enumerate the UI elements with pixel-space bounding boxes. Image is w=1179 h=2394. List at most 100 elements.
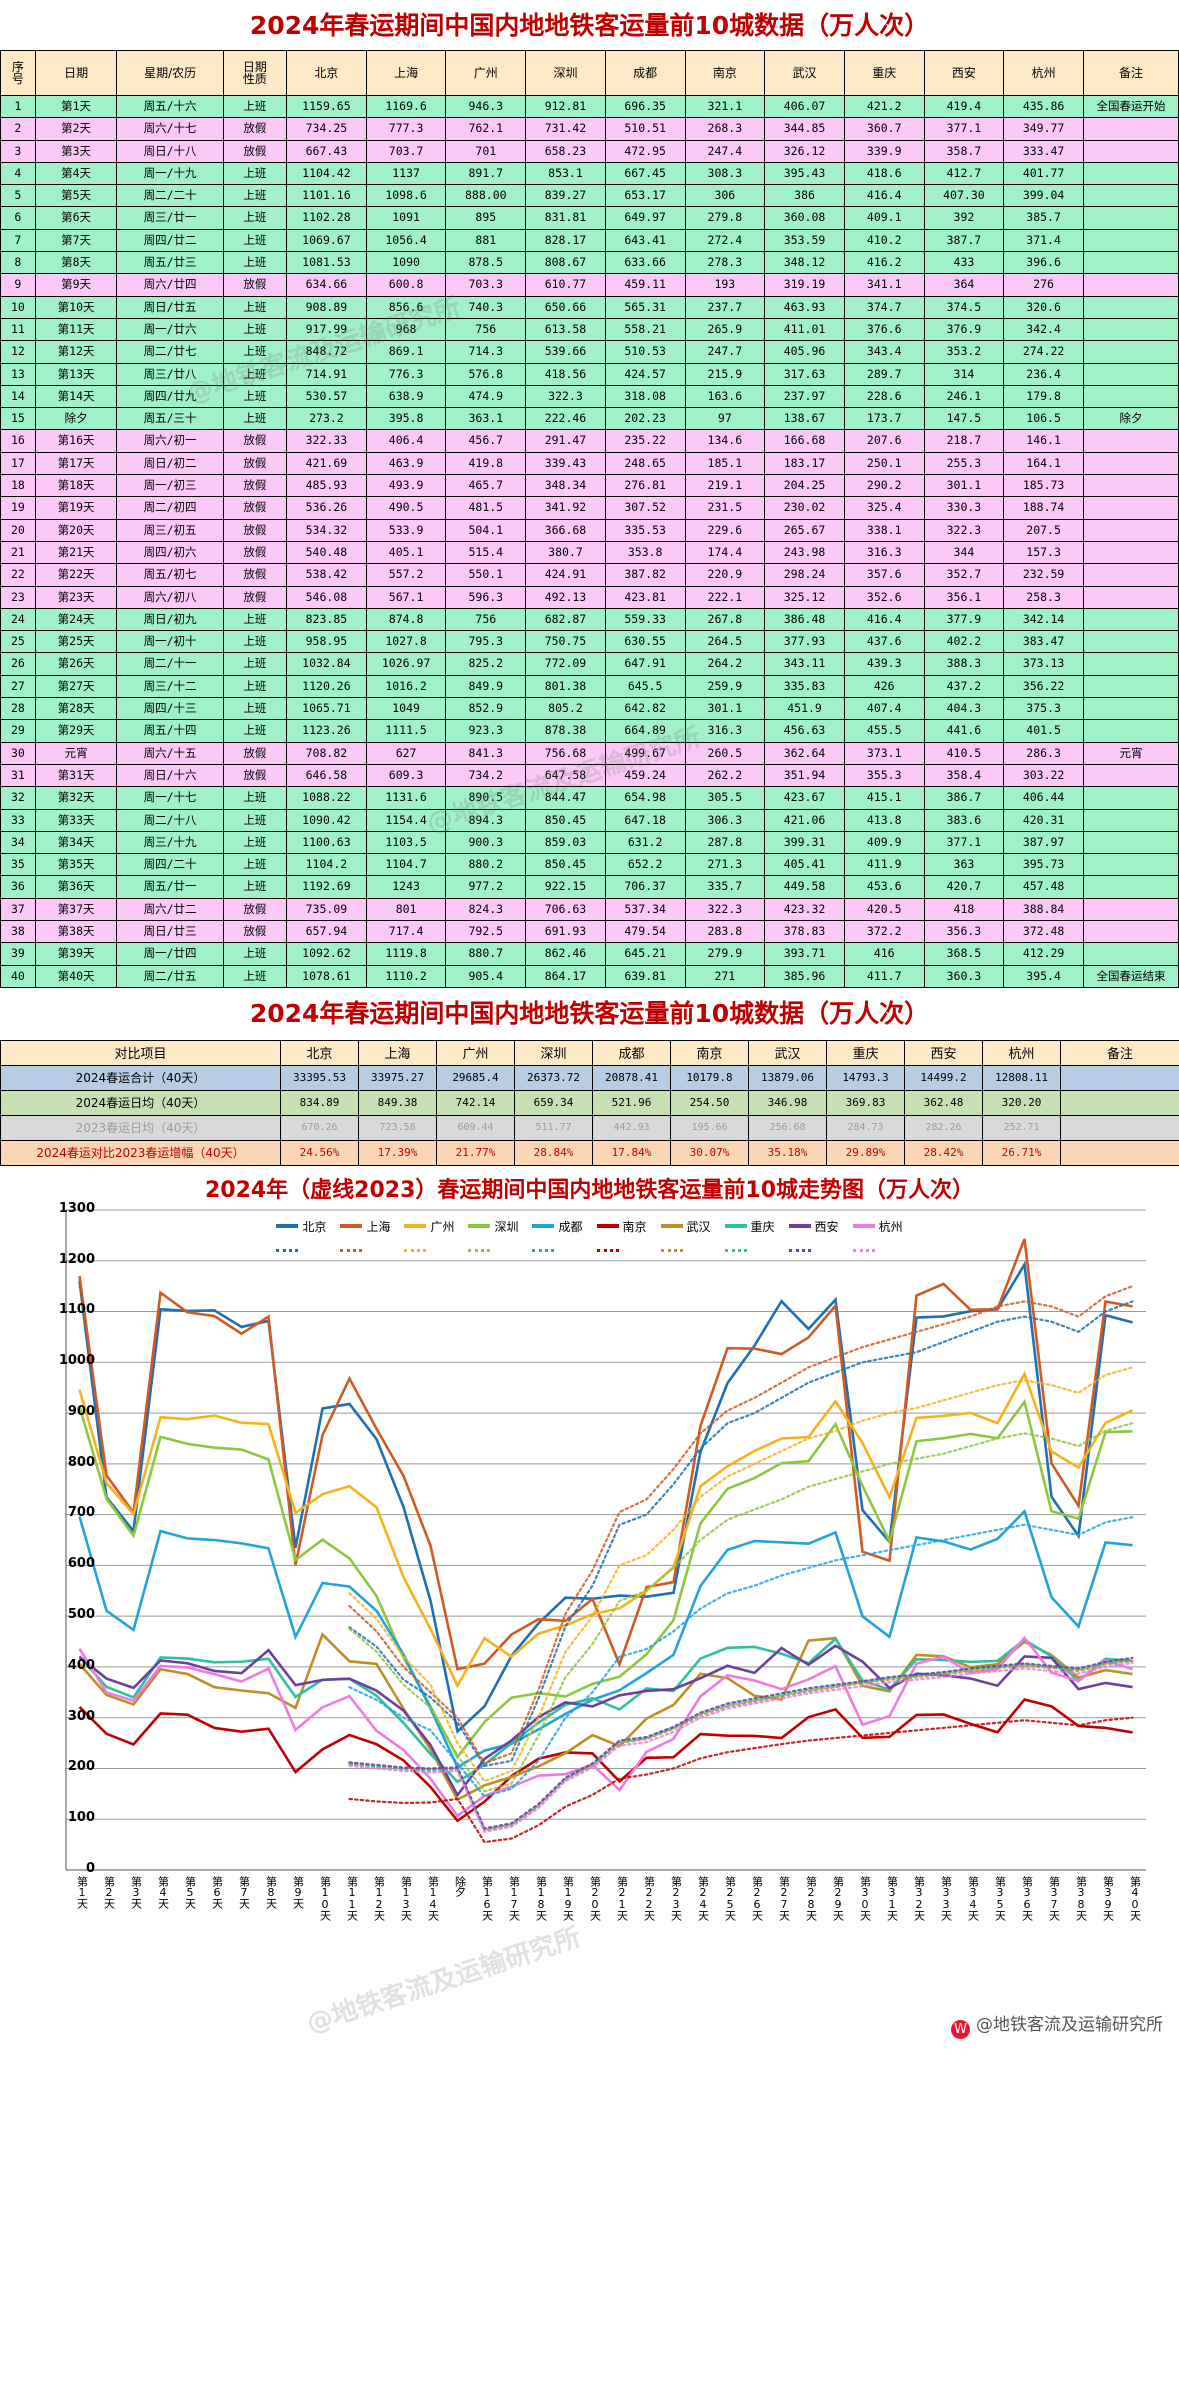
legend-swatch [596, 1224, 619, 1229]
cell-西安: 388.3 [923, 652, 1005, 676]
table-row: 2 第2天 周六/十七 放假 734.25 777.3 762.1 731.42 510.51 2… [0, 117, 1179, 141]
cell-南京: 301.1 [684, 697, 766, 721]
cell-深圳: 322.3 [525, 384, 606, 409]
legend-item-成都: 成都 [532, 1218, 583, 1235]
cell-西安: 383.6 [923, 808, 1005, 832]
row-note [1082, 763, 1179, 788]
row-day-type: 上班 [222, 630, 288, 654]
table-row: 40 第40天 周二/廿五 上班 1078.61 1110.2 905.4 864.17 639… [0, 964, 1179, 988]
cell-武汉: 395.43 [764, 161, 845, 186]
summary-cell-杭州: 252.71 [982, 1114, 1061, 1141]
cell-上海: 395.8 [365, 407, 447, 431]
cell-广州: 880.7 [445, 942, 527, 966]
column-header-4: 北京 [286, 50, 367, 96]
row-index: 5 [0, 184, 36, 208]
summary-cell-深圳: 659.34 [514, 1089, 593, 1116]
cell-杭州: 401.77 [1003, 161, 1084, 186]
x-tick-label: 第29天 [831, 1875, 845, 1920]
table-row: 34 第34天 周三/十九 上班 1100.63 1103.5 900.3 859.03 631… [0, 830, 1179, 855]
table-row: 15 除夕 周五/三十 上班 273.2 395.8 363.1 222.46 202.23 97… [0, 407, 1179, 431]
cell-西安: 433 [923, 251, 1005, 275]
cell-南京: 308.3 [684, 161, 766, 186]
cell-南京: 264.5 [684, 630, 766, 654]
series-深圳2023 [348, 1422, 1134, 1793]
table-row: 4 第4天 周一/十九 上班 1104.42 1137 891.7 853.1 667.45 30… [0, 161, 1179, 186]
table-row: 24 第24天 周日/初九 上班 823.85 874.8 756 682.87 559.33 2… [0, 607, 1179, 632]
row-note [1082, 161, 1179, 186]
cell-广州: 900.3 [445, 830, 527, 855]
cell-上海: 493.9 [365, 474, 447, 498]
cell-武汉: 344.85 [764, 117, 845, 141]
cell-武汉: 449.58 [764, 875, 845, 899]
row-index: 31 [0, 763, 36, 788]
row-day-type: 上班 [222, 719, 288, 743]
row-note [1082, 362, 1179, 386]
table-row: 36 第36天 周五/廿一 上班 1192.69 1243 977.2 922.15 706.3… [0, 875, 1179, 899]
row-day: 第8天 [34, 251, 118, 275]
cell-杭州: 232.59 [1003, 563, 1084, 587]
table-row: 25 第25天 周一/初十 上班 958.95 1027.8 795.3 750.75 630.… [0, 630, 1179, 654]
row-note [1082, 853, 1179, 877]
cell-北京: 421.69 [286, 451, 367, 476]
cell-深圳: 706.63 [525, 897, 606, 921]
x-tick-label: 第35天 [993, 1875, 1007, 1920]
cell-武汉: 353.59 [764, 228, 845, 253]
legend-label: 杭州 [878, 1219, 903, 1234]
cell-成都: 510.51 [604, 117, 686, 141]
legend-label: 广州 [430, 1219, 455, 1234]
cell-武汉: 377.93 [764, 630, 845, 654]
cell-北京: 1065.71 [286, 697, 367, 721]
cell-南京: 316.3 [684, 719, 766, 743]
x-tick-label: 第33天 [939, 1875, 953, 1920]
x-tick-label: 第4天 [156, 1875, 170, 1908]
cell-成都: 631.2 [604, 830, 686, 855]
column-header-3: 日期 性质 [222, 50, 288, 96]
row-day-type: 上班 [222, 652, 288, 676]
weibo-icon: W [951, 2019, 970, 2039]
row-weekday-lunar: 周五/廿一 [116, 875, 224, 899]
cell-南京: 271.3 [684, 853, 766, 877]
row-day-type: 放假 [222, 897, 288, 921]
cell-上海: 533.9 [365, 518, 447, 542]
row-note: 除夕 [1082, 407, 1179, 431]
x-tick-label: 第10天 [318, 1875, 332, 1920]
summary-row-label: 2023春运日均（40天） [0, 1114, 281, 1141]
cell-西安: 147.5 [923, 407, 1005, 431]
chart-x-axis-labels: 第1天 第2天 第3天 第4天 第5天 第6天 第7天 第8天 第9天 第10天 第11天 第12天第… [66, 1876, 1146, 1986]
cell-南京: 264.2 [684, 652, 766, 676]
cell-成都: 633.66 [604, 251, 686, 275]
chart-title-band: 2024年（虚线2023）春运期间中国内地地铁客运量前10城走势图（万人次） [0, 1165, 1179, 1212]
legend-item-上海: 上海 [340, 1218, 390, 1235]
summary-row-note [1060, 1114, 1179, 1141]
cell-武汉: 423.67 [764, 786, 845, 810]
cell-成都: 647.18 [604, 808, 686, 832]
cell-北京: 958.95 [286, 630, 367, 654]
row-day: 第20天 [34, 518, 118, 542]
cell-南京: 247.4 [684, 139, 766, 163]
legend-swatch-dotted [724, 1248, 747, 1252]
cell-上海: 703.7 [365, 139, 447, 163]
cell-武汉: 166.68 [764, 429, 845, 453]
summary-cell-广州: 742.14 [436, 1089, 515, 1116]
cell-深圳: 424.91 [525, 563, 606, 587]
cell-广州: 714.3 [445, 340, 527, 364]
x-tick-label: 第13天 [399, 1875, 413, 1920]
cell-北京: 1100.63 [286, 830, 367, 855]
cell-成都: 510.53 [604, 340, 686, 364]
cell-深圳: 539.66 [525, 340, 606, 364]
cell-深圳: 912.81 [525, 94, 606, 119]
cell-成都: 645.5 [604, 674, 686, 699]
cell-上海: 1137 [365, 161, 447, 186]
cell-重庆: 316.3 [843, 540, 925, 565]
y-tick-label: 0 [85, 1860, 95, 1876]
row-note [1082, 875, 1179, 899]
row-note [1082, 563, 1179, 587]
cell-北京: 273.2 [286, 407, 367, 431]
cell-南京: 271 [684, 964, 766, 988]
cell-杭州: 406.44 [1003, 786, 1084, 810]
cell-杭州: 258.3 [1003, 585, 1084, 609]
cell-深圳: 772.09 [525, 652, 606, 676]
cell-成都: 335.53 [604, 518, 686, 542]
summary-cell-南京: 30.07% [670, 1139, 749, 1166]
cell-深圳: 831.81 [525, 206, 606, 230]
